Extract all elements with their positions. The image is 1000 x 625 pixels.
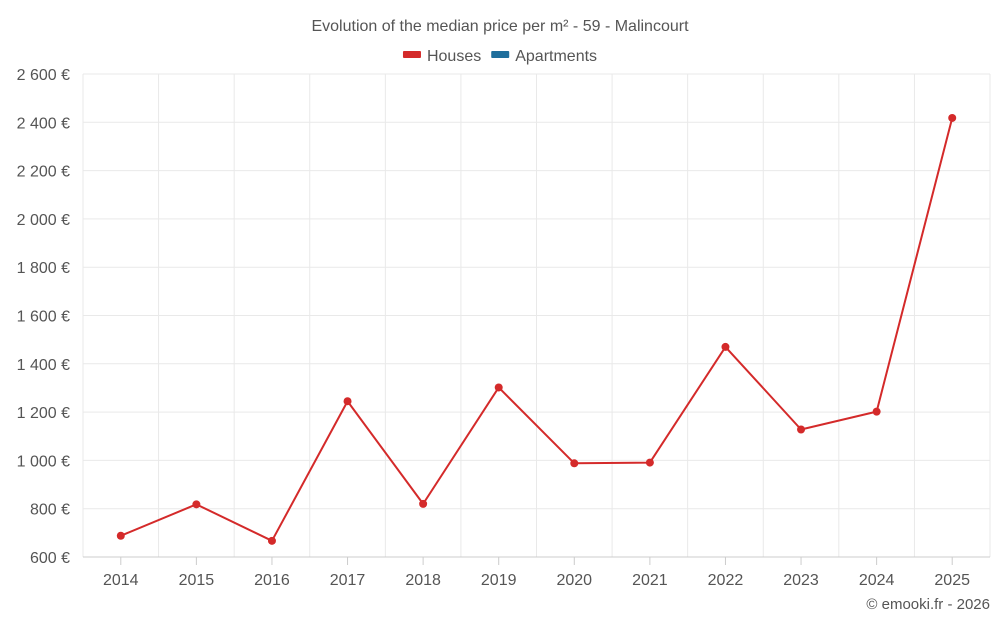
y-tick-label: 1 000 € xyxy=(17,453,70,470)
x-tick-label: 2023 xyxy=(783,572,819,589)
y-tick-label: 1 400 € xyxy=(17,357,70,374)
y-tick-label: 2 000 € xyxy=(17,212,70,229)
data-point[interactable] xyxy=(570,459,579,468)
y-tick-label: 2 400 € xyxy=(17,115,70,132)
x-tick-label: 2022 xyxy=(708,572,744,589)
data-point[interactable] xyxy=(948,113,957,122)
x-tick-label: 2017 xyxy=(330,572,366,589)
x-tick-label: 2018 xyxy=(405,572,441,589)
data-point[interactable] xyxy=(797,425,806,434)
chart-title: Evolution of the median price per m² - 5… xyxy=(311,18,689,35)
y-tick-label: 2 600 € xyxy=(17,67,70,84)
y-tick-label: 1 200 € xyxy=(17,405,70,422)
y-tick-label: 800 € xyxy=(30,502,70,519)
x-tick-label: 2021 xyxy=(632,572,668,589)
gridlines xyxy=(82,73,991,558)
x-tick-label: 2014 xyxy=(103,572,139,589)
legend-item-houses[interactable]: Houses xyxy=(402,48,481,65)
y-tick-label: 2 200 € xyxy=(17,164,70,181)
x-axis: 2014 2015 2016 2017 2018 2019 2020 2021 2022 2023… xyxy=(83,556,990,589)
x-tick-label: 2019 xyxy=(481,572,517,589)
y-tick-label: 1 600 € xyxy=(17,309,70,326)
x-tick-label: 2025 xyxy=(934,572,970,589)
legend-swatch xyxy=(402,51,421,58)
data-point[interactable] xyxy=(116,531,125,540)
x-tick-label: 2015 xyxy=(179,572,215,589)
data-point[interactable] xyxy=(645,458,654,467)
data-point[interactable] xyxy=(872,407,881,416)
x-tick-label: 2024 xyxy=(859,572,895,589)
x-tick-label: 2016 xyxy=(254,572,290,589)
data-point[interactable] xyxy=(419,499,428,508)
data-point[interactable] xyxy=(721,342,730,351)
data-point[interactable] xyxy=(494,383,503,392)
data-point[interactable] xyxy=(267,536,276,545)
legend-swatch xyxy=(491,51,510,58)
series-layer xyxy=(116,113,957,545)
y-axis: 600 € 800 € 1 000 € 1 200 € 1 400 € 1 600 € 1 … xyxy=(17,67,70,567)
series-line-houses xyxy=(120,117,954,542)
legend-label: Apartments xyxy=(515,48,597,65)
y-tick-label: 1 800 € xyxy=(17,260,70,277)
y-tick-label: 600 € xyxy=(30,550,70,567)
credit-text: © emooki.fr - 2026 xyxy=(866,596,990,613)
legend-item-apartments[interactable]: Apartments xyxy=(491,48,597,65)
legend: Houses Apartments xyxy=(402,48,597,65)
x-tick-label: 2020 xyxy=(556,572,592,589)
data-point[interactable] xyxy=(192,500,201,509)
legend-label: Houses xyxy=(427,48,481,65)
data-point[interactable] xyxy=(343,397,352,406)
